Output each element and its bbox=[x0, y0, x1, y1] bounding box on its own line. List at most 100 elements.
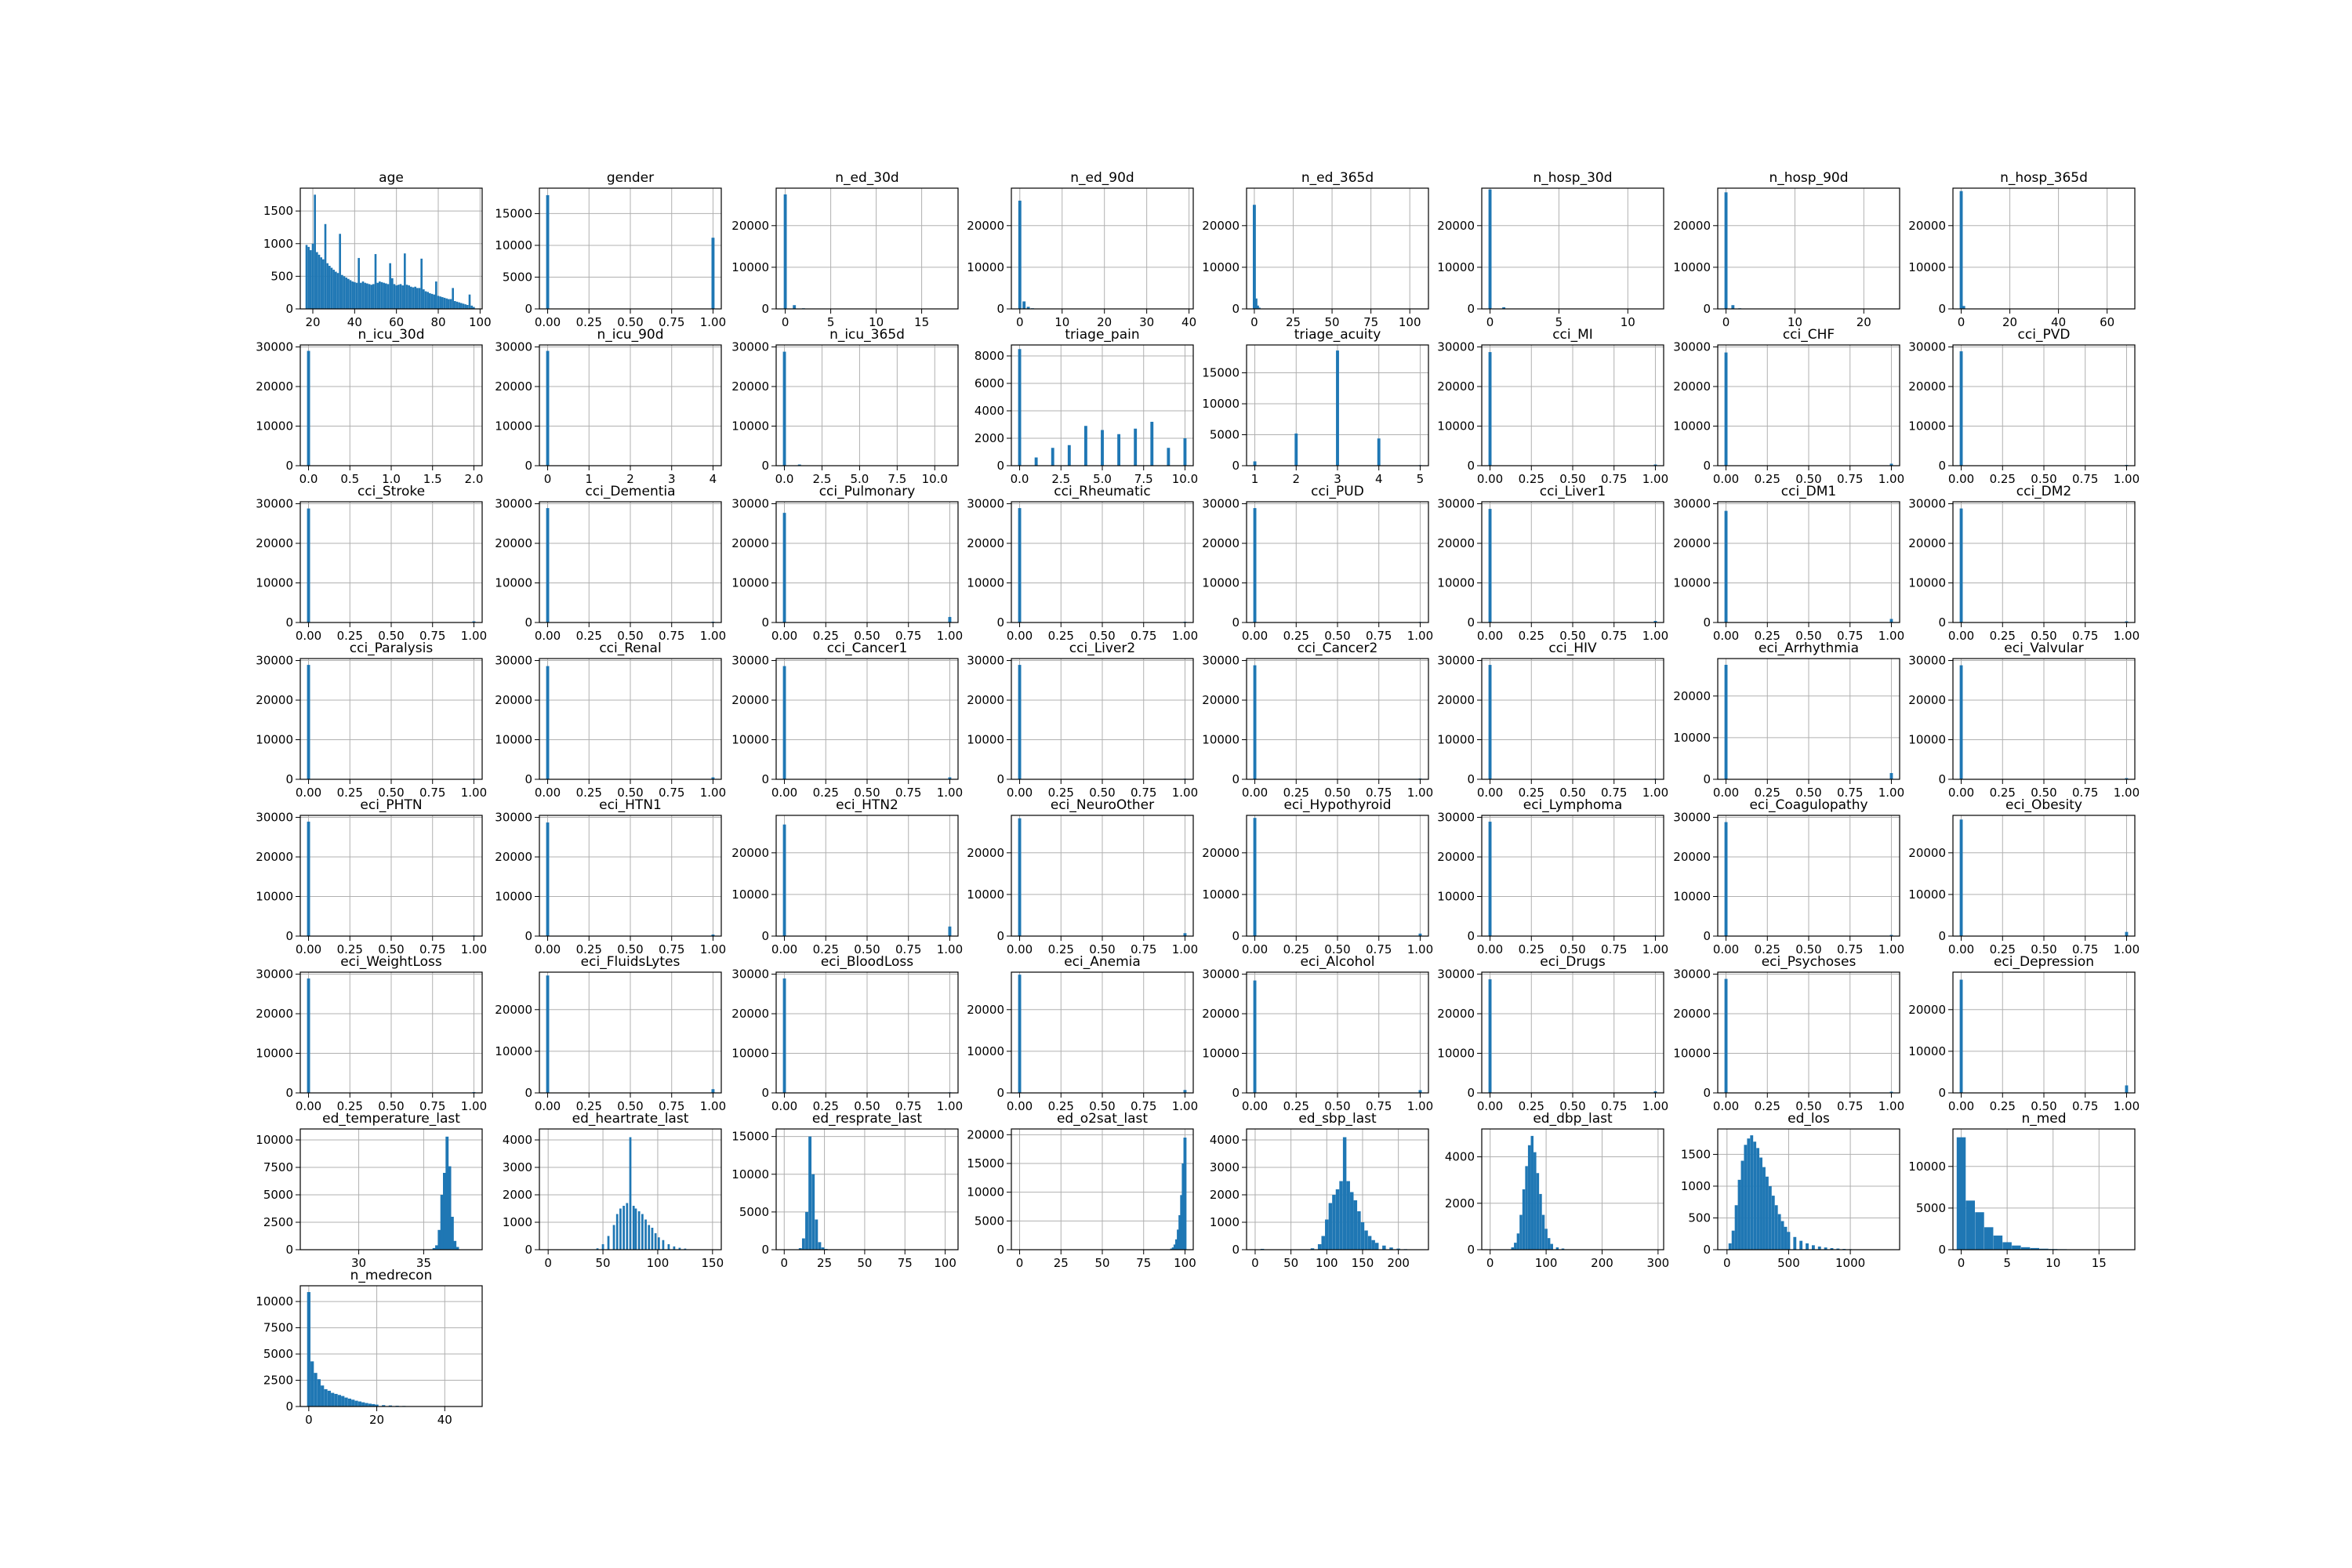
x-tick-label: 1.00 bbox=[1642, 942, 1668, 956]
subplot-eci_Hypothyroid: 0.00 0.25 0.50 0.75 1.00 0 10000 20000 eci_Hypot… bbox=[1202, 797, 1433, 956]
y-tick-label: 20000 bbox=[1437, 379, 1475, 394]
y-tick-label: 10000 bbox=[1202, 397, 1240, 411]
histogram-bar bbox=[307, 822, 310, 936]
histogram-bar bbox=[307, 665, 310, 779]
histogram-bar bbox=[310, 1361, 314, 1406]
x-tick-label: 0.50 bbox=[1795, 629, 1821, 643]
subplot-eci_Obesity: 0.00 0.25 0.50 0.75 1.00 0 10000 20000 eci_Obesi… bbox=[1908, 797, 2140, 956]
y-tick-label: 10000 bbox=[1673, 576, 1711, 590]
y-tick-label: 10000 bbox=[731, 733, 769, 747]
y-tick-label: 10000 bbox=[495, 576, 532, 590]
y-tick-label: 0 bbox=[1232, 459, 1240, 473]
x-tick-label: 1.00 bbox=[1407, 942, 1433, 956]
x-tick-label: 5 bbox=[2003, 1256, 2011, 1270]
x-tick-label: 0.75 bbox=[2072, 472, 2098, 486]
x-tick-label: 10 bbox=[869, 315, 884, 329]
x-tick-label: 0 bbox=[1016, 315, 1024, 329]
y-tick-label: 0 bbox=[996, 1243, 1004, 1257]
subplot-title: cci_Cancer2 bbox=[1298, 641, 1378, 656]
subplot-eci_Valvular: 0.00 0.25 0.50 0.75 1.00 0 10000 20000 30000 eci_… bbox=[1908, 641, 2140, 800]
y-tick-label: 10000 bbox=[731, 1047, 769, 1061]
y-tick-label: 0 bbox=[996, 302, 1004, 316]
x-tick-label: 40 bbox=[2051, 315, 2066, 329]
subplot-title: ed_dbp_last bbox=[1533, 1111, 1613, 1127]
y-tick-label: 10000 bbox=[1437, 260, 1475, 274]
x-tick-label: 0.00 bbox=[1713, 942, 1739, 956]
y-tick-label: 30000 bbox=[495, 654, 532, 668]
subplot-title: cci_PUD bbox=[1311, 484, 1364, 499]
x-tick-label: 0.50 bbox=[1559, 1099, 1585, 1113]
x-tick-label: 1.00 bbox=[1878, 1099, 1904, 1113]
x-tick-label: 0.25 bbox=[1755, 942, 1780, 956]
axes-frame bbox=[1952, 187, 2136, 310]
x-tick-label: 0 bbox=[1722, 315, 1730, 329]
x-tick-label: 0.00 bbox=[1713, 786, 1739, 800]
x-tick-label: 1.00 bbox=[937, 629, 963, 643]
subplot-title: cci_Stroke bbox=[358, 484, 425, 499]
x-tick-label: 0.00 bbox=[1242, 786, 1268, 800]
y-tick-label: 0 bbox=[761, 302, 769, 316]
y-tick-label: 0 bbox=[285, 1243, 293, 1257]
y-tick-label: 20000 bbox=[1437, 219, 1475, 233]
subplot-eci_Drugs: 0.00 0.25 0.50 0.75 1.00 0 10000 20000 30000 eci_… bbox=[1437, 954, 1668, 1113]
x-tick-label: 0.25 bbox=[1283, 629, 1309, 643]
histogram-bar bbox=[432, 1247, 436, 1250]
x-tick-label: 0.25 bbox=[1048, 1099, 1074, 1113]
x-tick-label: 200 bbox=[1387, 1256, 1410, 1270]
histogram-bar bbox=[2012, 1245, 2021, 1250]
histogram-bar bbox=[1522, 1189, 1526, 1250]
x-tick-label: 1.00 bbox=[937, 942, 963, 956]
histogram-bar bbox=[1984, 1227, 1994, 1250]
histogram-bar bbox=[1502, 307, 1506, 309]
x-tick-label: 0.00 bbox=[1477, 472, 1503, 486]
histogram-bar bbox=[1811, 1245, 1815, 1250]
y-tick-label: 30000 bbox=[1437, 497, 1475, 511]
subplot-title: eci_NeuroOther bbox=[1051, 797, 1154, 813]
histogram-bar bbox=[1740, 1160, 1744, 1250]
y-tick-label: 0 bbox=[285, 772, 293, 786]
y-tick-label: 0 bbox=[1938, 929, 1946, 943]
histogram-bar bbox=[1018, 818, 1022, 936]
x-tick-label: 40 bbox=[1181, 315, 1196, 329]
y-tick-label: 30000 bbox=[1202, 967, 1240, 982]
subplot-title: cci_PVD bbox=[2018, 327, 2071, 343]
histogram-bar bbox=[1253, 508, 1257, 622]
subplot-gender: 0.00 0.25 0.50 0.75 1.00 0 5000 10000 15000 gende… bbox=[495, 170, 726, 329]
subplot-eci_Depression: 0.00 0.25 0.50 0.75 1.00 0 10000 20000 eci_Depre… bbox=[1908, 954, 2140, 1113]
histogram-bar bbox=[782, 351, 786, 466]
x-tick-label: 0.75 bbox=[1601, 472, 1627, 486]
y-tick-label: 30000 bbox=[495, 497, 532, 511]
histogram-bar bbox=[1174, 1239, 1178, 1250]
histogram-bar bbox=[1177, 1229, 1180, 1250]
y-tick-label: 0 bbox=[996, 615, 1004, 630]
y-tick-label: 30000 bbox=[256, 811, 293, 825]
histogram-bar bbox=[1728, 1243, 1732, 1250]
x-tick-label: 0.25 bbox=[1519, 629, 1544, 643]
y-tick-label: 20000 bbox=[256, 850, 293, 864]
x-tick-label: 0.50 bbox=[378, 942, 404, 956]
x-tick-label: 1.00 bbox=[461, 942, 487, 956]
y-tick-label: 15000 bbox=[1202, 366, 1240, 380]
y-tick-label: 30000 bbox=[1673, 340, 1711, 354]
subplot-cci_Rheumatic: 0.00 0.25 0.50 0.75 1.00 0 10000 20000 30000 cci_… bbox=[967, 484, 1198, 643]
histogram-bar bbox=[355, 282, 358, 309]
subplot-title: n_icu_365d bbox=[829, 327, 905, 343]
y-tick-label: 2000 bbox=[1210, 1188, 1240, 1202]
subplot-eci_BloodLoss: 0.00 0.25 0.50 0.75 1.00 0 10000 20000 30000 eci_… bbox=[731, 954, 963, 1113]
y-tick-label: 10000 bbox=[256, 733, 293, 747]
histogram-bar bbox=[1418, 933, 1422, 936]
x-tick-label: 0.75 bbox=[1131, 786, 1156, 800]
histogram-bar bbox=[332, 270, 335, 309]
y-tick-label: 5000 bbox=[503, 270, 532, 284]
histogram-bar bbox=[711, 1089, 715, 1093]
x-tick-label: 0.00 bbox=[1948, 472, 1974, 486]
histogram-bar bbox=[1183, 1090, 1187, 1093]
subplot-n_ed_30d: 0 5 10 15 0 10000 20000 n_ed_30d bbox=[731, 170, 959, 329]
histogram-bar bbox=[456, 1247, 459, 1250]
y-tick-label: 10000 bbox=[1673, 731, 1711, 745]
y-tick-label: 10000 bbox=[967, 733, 1004, 747]
x-tick-label: 30 bbox=[351, 1256, 366, 1270]
x-tick-label: 1.00 bbox=[1407, 1099, 1433, 1113]
x-tick-label: 1.00 bbox=[2114, 942, 2140, 956]
y-tick-label: 10000 bbox=[731, 419, 769, 434]
